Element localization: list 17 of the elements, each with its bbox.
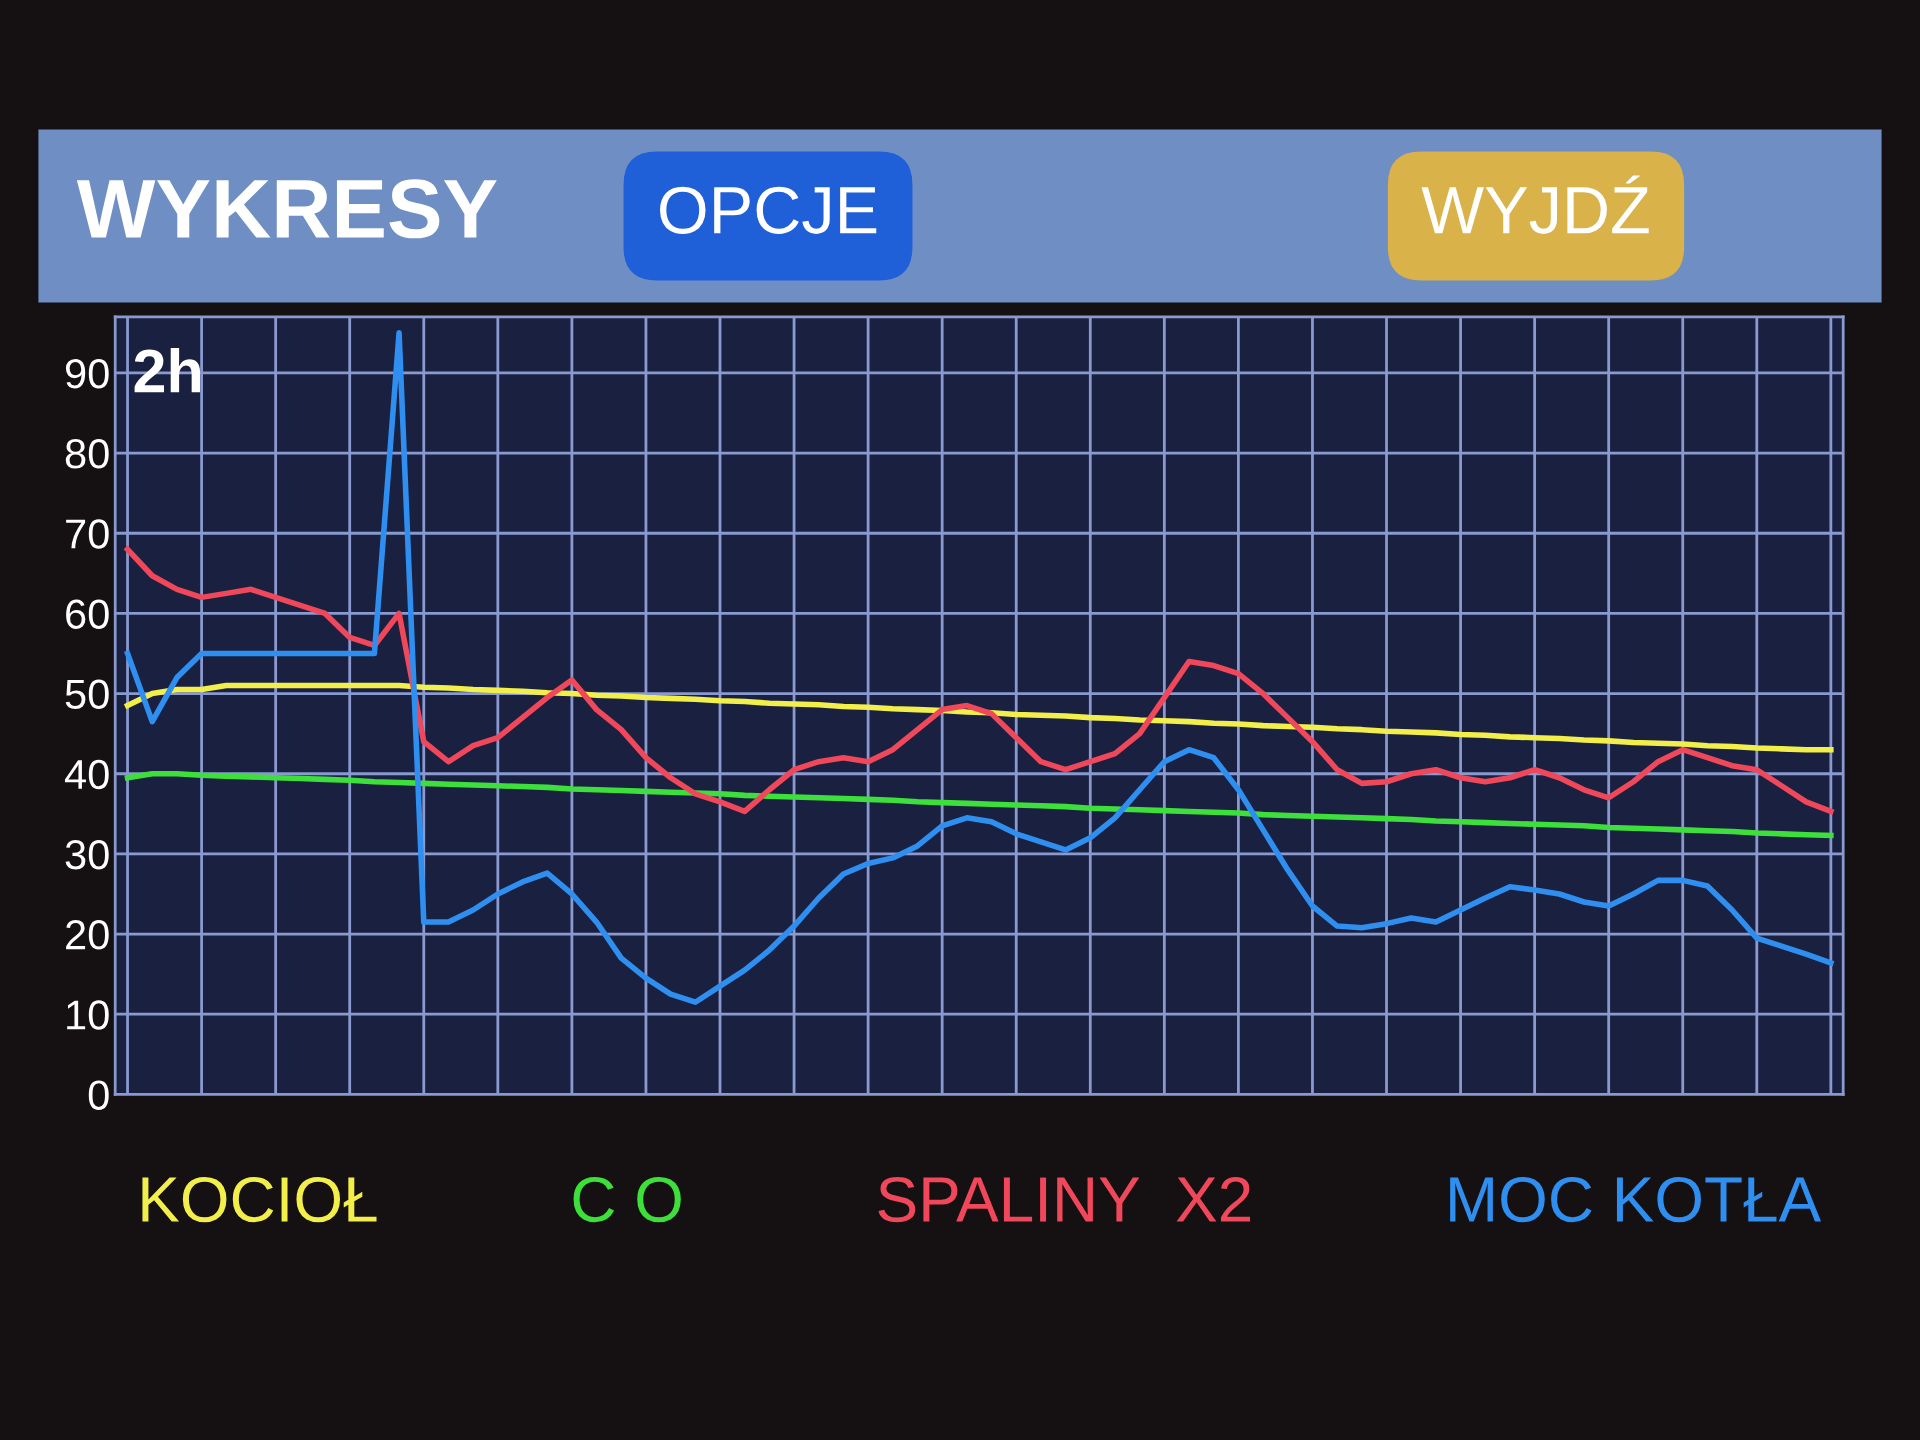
y-tick-label: 20 bbox=[66, 920, 109, 950]
y-tick-label: 0 bbox=[88, 1080, 109, 1110]
y-tick-label: 40 bbox=[64, 759, 109, 790]
text: WYJDŹ bbox=[1421, 175, 1649, 234]
y-tick-label: 60 bbox=[66, 599, 109, 629]
text: OPCJE bbox=[660, 186, 877, 234]
text: SPALINY X2 bbox=[878, 1176, 1251, 1223]
y-tick-label: 70 bbox=[66, 519, 109, 549]
y-tick-label: 80 bbox=[65, 439, 109, 469]
text: C O bbox=[573, 1176, 681, 1223]
y-tick-label: 30 bbox=[65, 839, 109, 870]
y-tick-label: 10 bbox=[67, 1000, 109, 1030]
text: KOCIOŁ bbox=[142, 1176, 377, 1223]
y-tick-label: 90 bbox=[65, 358, 109, 389]
chart-title: WYKRESY bbox=[76, 179, 497, 239]
text: MOC KOTŁA bbox=[1450, 1176, 1822, 1223]
y-tick-label: 50 bbox=[65, 679, 109, 710]
